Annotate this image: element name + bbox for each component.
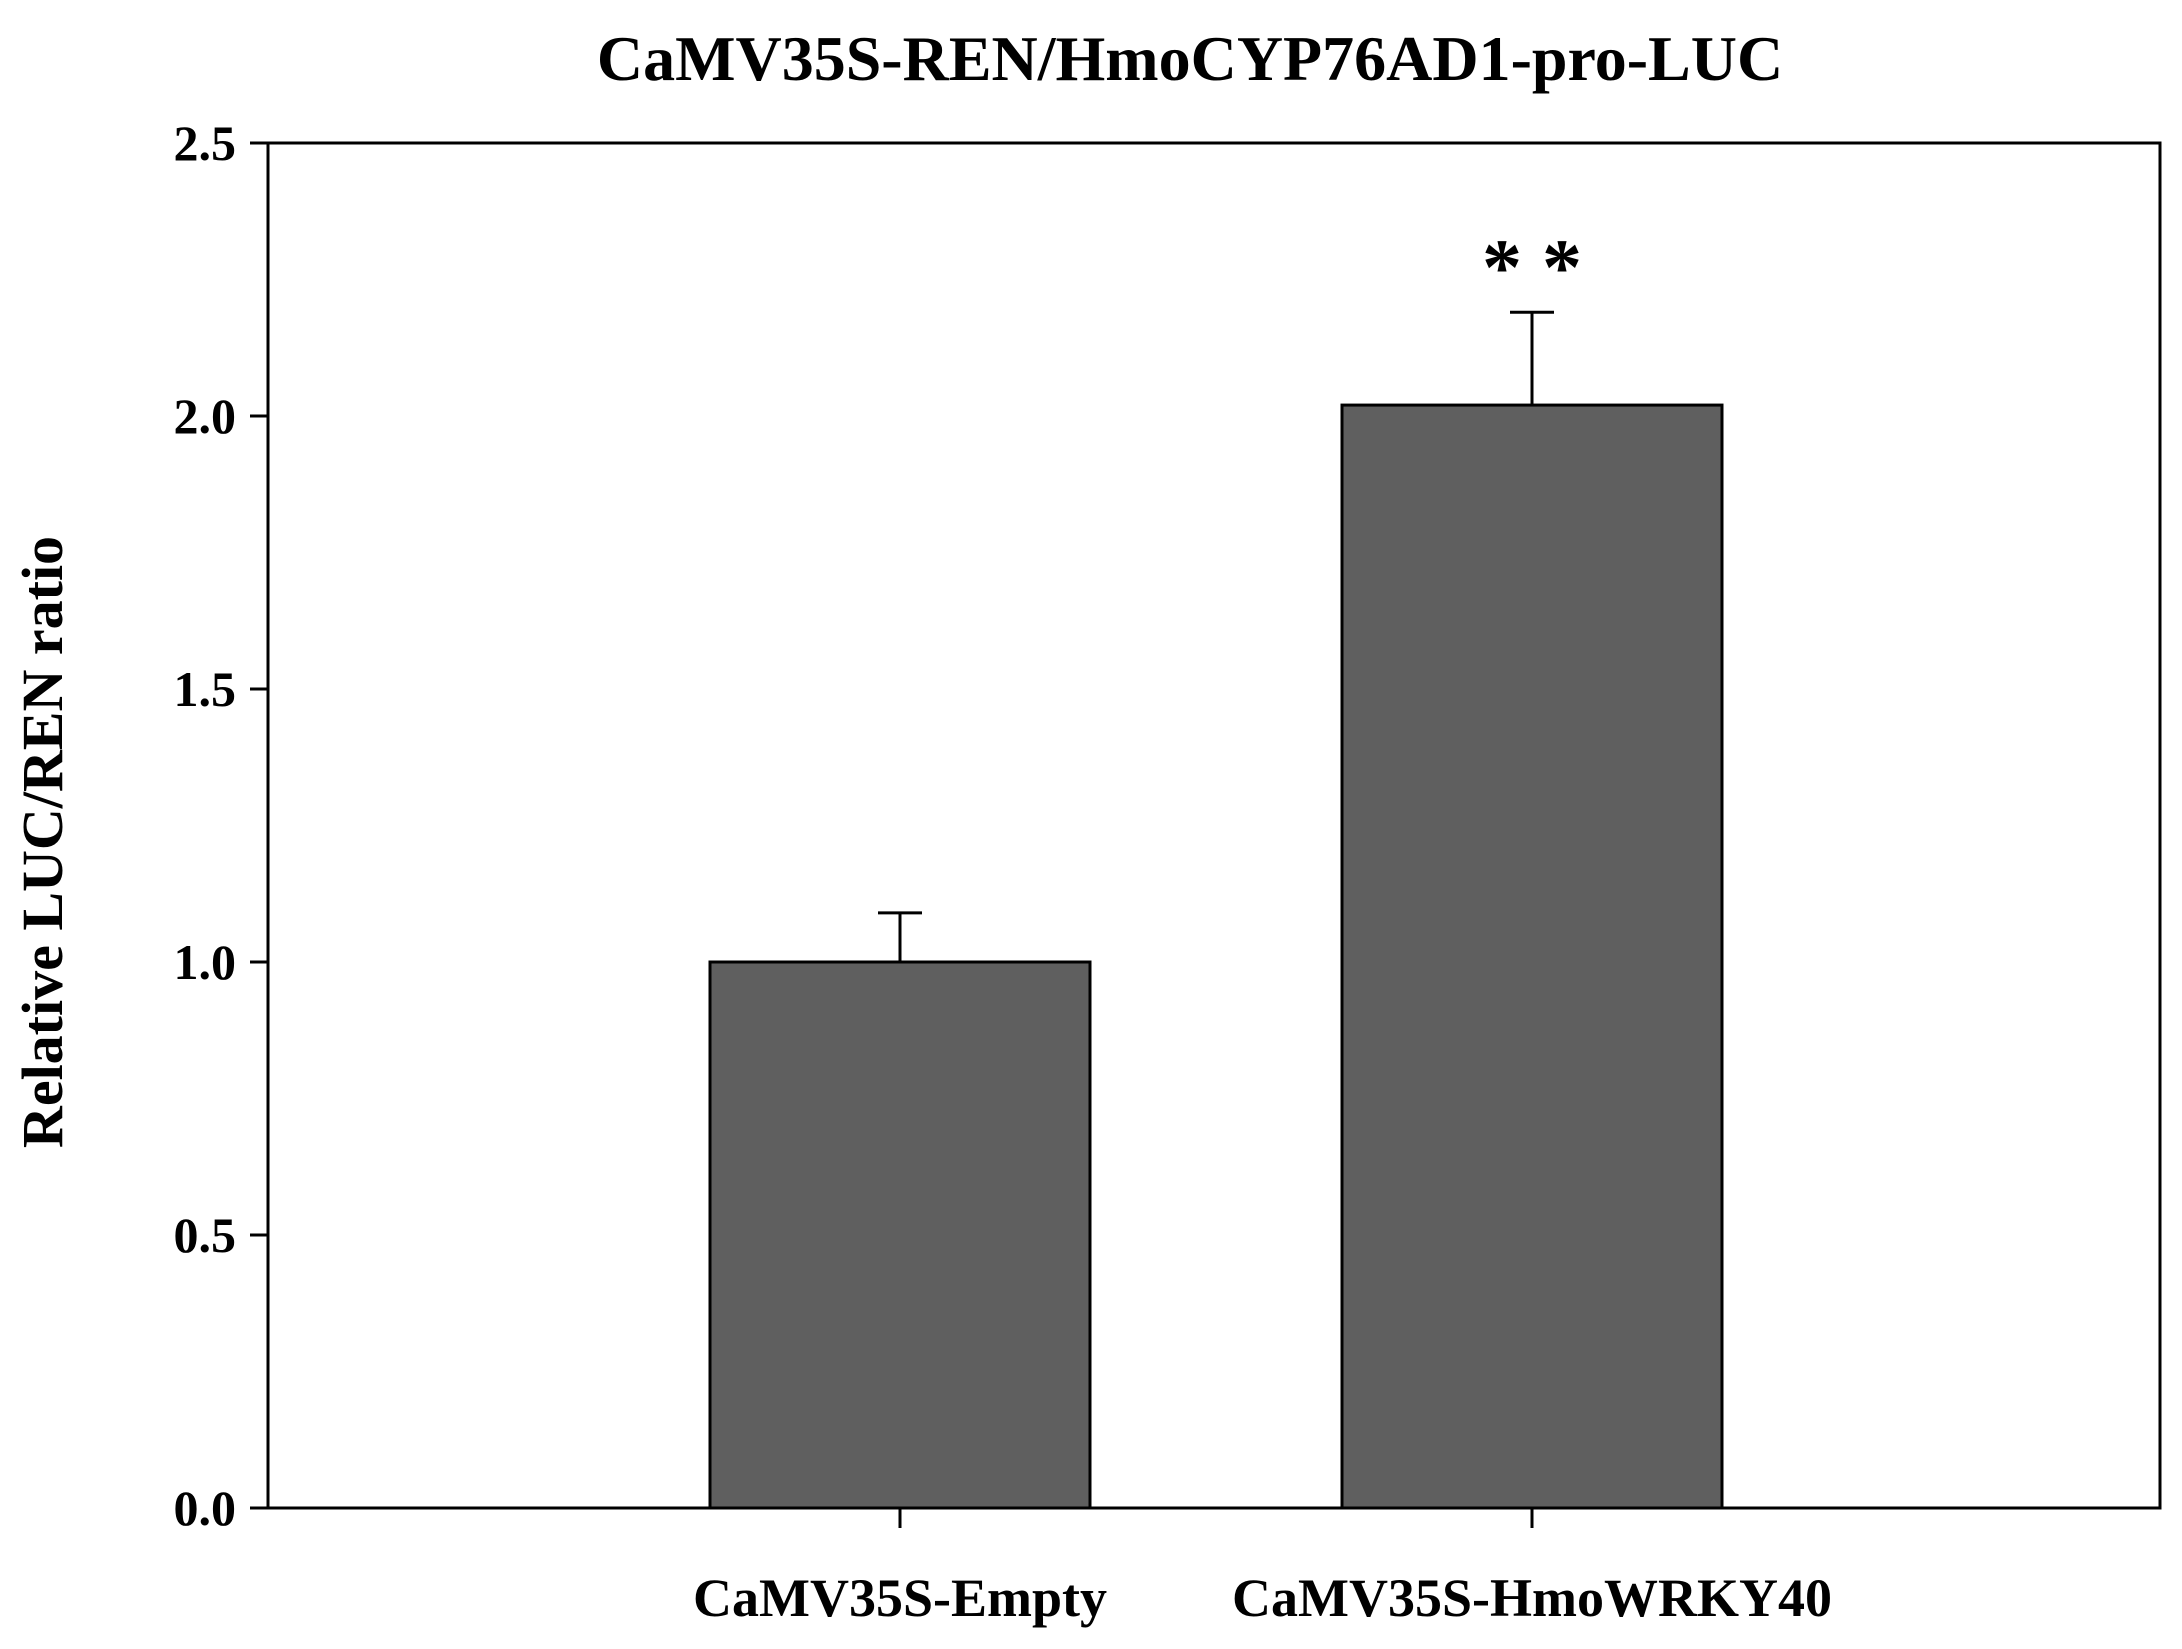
y-tick-label: 1.5 xyxy=(174,661,237,717)
y-tick-label: 0.5 xyxy=(174,1207,237,1263)
x-tick-label: CaMV35S-Empty xyxy=(693,1568,1107,1628)
y-tick-label: 2.0 xyxy=(174,388,237,444)
chart-title: CaMV35S-REN/HmoCYP76AD1-pro-LUC xyxy=(597,23,1783,94)
y-tick-label: 2.5 xyxy=(174,115,237,171)
y-tick-label: 1.0 xyxy=(174,934,237,990)
significance-marker: * * xyxy=(1482,224,1582,312)
plot-frame xyxy=(266,141,2162,1510)
bar xyxy=(708,960,1092,1510)
x-tick-label: CaMV35S-HmoWRKY40 xyxy=(1232,1568,1832,1628)
y-tick-label: 0.0 xyxy=(174,1480,237,1536)
y-axis-label: Relative LUC/REN ratio xyxy=(10,536,75,1148)
bar xyxy=(1340,403,1724,1510)
plot-area: 0.0 0.5 1.0 1.5 2.0 2.5 CaMV35S-Empty * * CaMV35… xyxy=(174,115,2162,1628)
